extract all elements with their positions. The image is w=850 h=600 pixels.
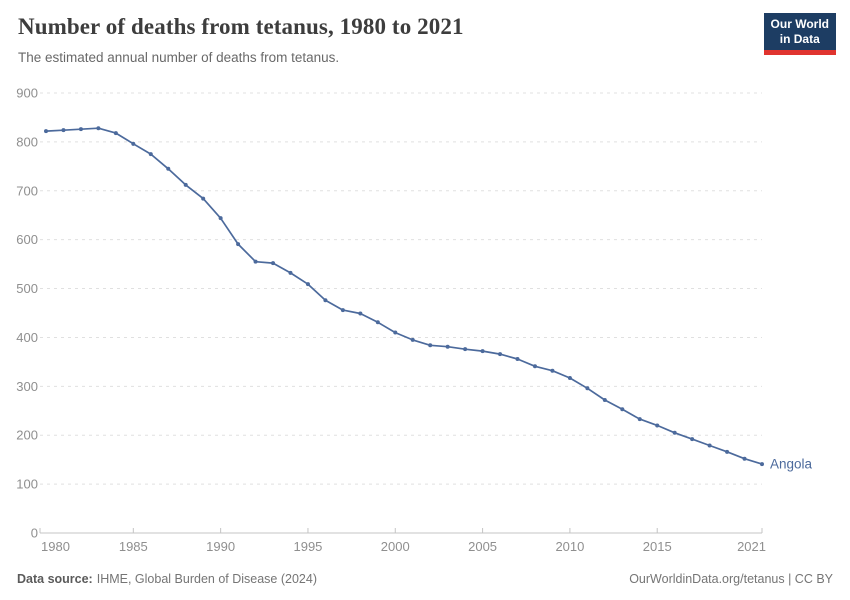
data-point	[201, 196, 206, 201]
data-point	[725, 449, 730, 454]
data-point	[498, 352, 503, 357]
data-point	[463, 347, 468, 352]
data-source-label: Data source:	[17, 572, 93, 586]
data-point	[760, 462, 764, 467]
data-point	[410, 337, 415, 342]
x-tick-label: 1985	[119, 539, 148, 554]
data-point	[690, 437, 695, 442]
data-point	[288, 270, 293, 275]
x-tick-label: 2021	[737, 539, 766, 554]
data-point	[707, 443, 712, 448]
data-point	[61, 128, 66, 133]
y-tick-label: 400	[16, 330, 38, 345]
x-tick-label: 2005	[468, 539, 497, 554]
x-tick-label: 2010	[555, 539, 584, 554]
data-point	[166, 166, 171, 171]
chart-canvas: 0 100 200 300 400 500 600 700 800 900 1980 1985 1990…	[16, 86, 813, 555]
y-tick-label: 300	[16, 379, 38, 394]
data-point	[620, 407, 625, 412]
y-tick-label: 800	[16, 134, 38, 149]
data-line-angola	[45, 127, 763, 465]
y-tick-label: 600	[16, 232, 38, 247]
data-point	[550, 368, 555, 373]
y-tick-label: 700	[16, 183, 38, 198]
data-point	[78, 127, 83, 132]
data-point	[637, 417, 642, 422]
data-source-value: IHME, Global Burden of Disease (2024)	[96, 572, 317, 586]
data-point	[602, 398, 607, 403]
data-point	[218, 216, 223, 221]
data-point	[742, 456, 747, 461]
data-point	[567, 376, 572, 381]
attribution-link[interactable]: OurWorldinData.org/tetanus | CC BY	[629, 572, 833, 586]
y-tick-label: 500	[16, 281, 38, 296]
data-source: Data source: IHME, Global Burden of Disea…	[17, 572, 317, 586]
data-point	[305, 282, 310, 287]
data-point	[131, 141, 136, 146]
owid-logo[interactable]: Our World in Data	[763, 13, 836, 55]
data-point	[428, 343, 433, 348]
y-tick-label: 200	[16, 428, 38, 443]
data-point	[340, 308, 345, 313]
data-point	[253, 259, 258, 264]
data-point	[358, 311, 363, 316]
x-tick-label: 1995	[293, 539, 322, 554]
x-tick-label: 2000	[381, 539, 410, 554]
data-point	[393, 330, 398, 335]
x-tick-label: 1990	[206, 539, 235, 554]
data-point	[375, 320, 380, 325]
y-tick-label: 100	[16, 477, 38, 492]
chart-subtitle: The estimated annual number of deaths fr…	[18, 50, 340, 65]
x-tick-label: 1980	[41, 539, 70, 554]
data-point	[672, 430, 677, 435]
x-tick-label: 2015	[643, 539, 672, 554]
data-point	[96, 126, 101, 131]
series-end-label: Angola	[770, 457, 813, 472]
data-point	[480, 349, 485, 354]
data-point	[236, 242, 241, 247]
data-point	[148, 152, 153, 157]
owid-logo-line2: in Data	[779, 32, 820, 46]
data-point	[655, 423, 660, 428]
page-title: Number of deaths from tetanus, 1980 to 2…	[18, 14, 464, 39]
data-point	[323, 298, 328, 303]
y-tick-label: 0	[31, 526, 38, 541]
data-point	[183, 182, 188, 187]
data-point	[113, 131, 118, 136]
data-point	[515, 356, 520, 361]
data-point	[585, 386, 590, 391]
data-point	[445, 344, 450, 349]
data-point	[44, 129, 48, 134]
data-point	[271, 261, 276, 266]
y-tick-label: 900	[16, 86, 38, 101]
data-point	[532, 364, 537, 369]
owid-logo-line1: Our World	[770, 17, 829, 31]
chart-footer: Data source: IHME, Global Burden of Disea…	[0, 572, 850, 586]
